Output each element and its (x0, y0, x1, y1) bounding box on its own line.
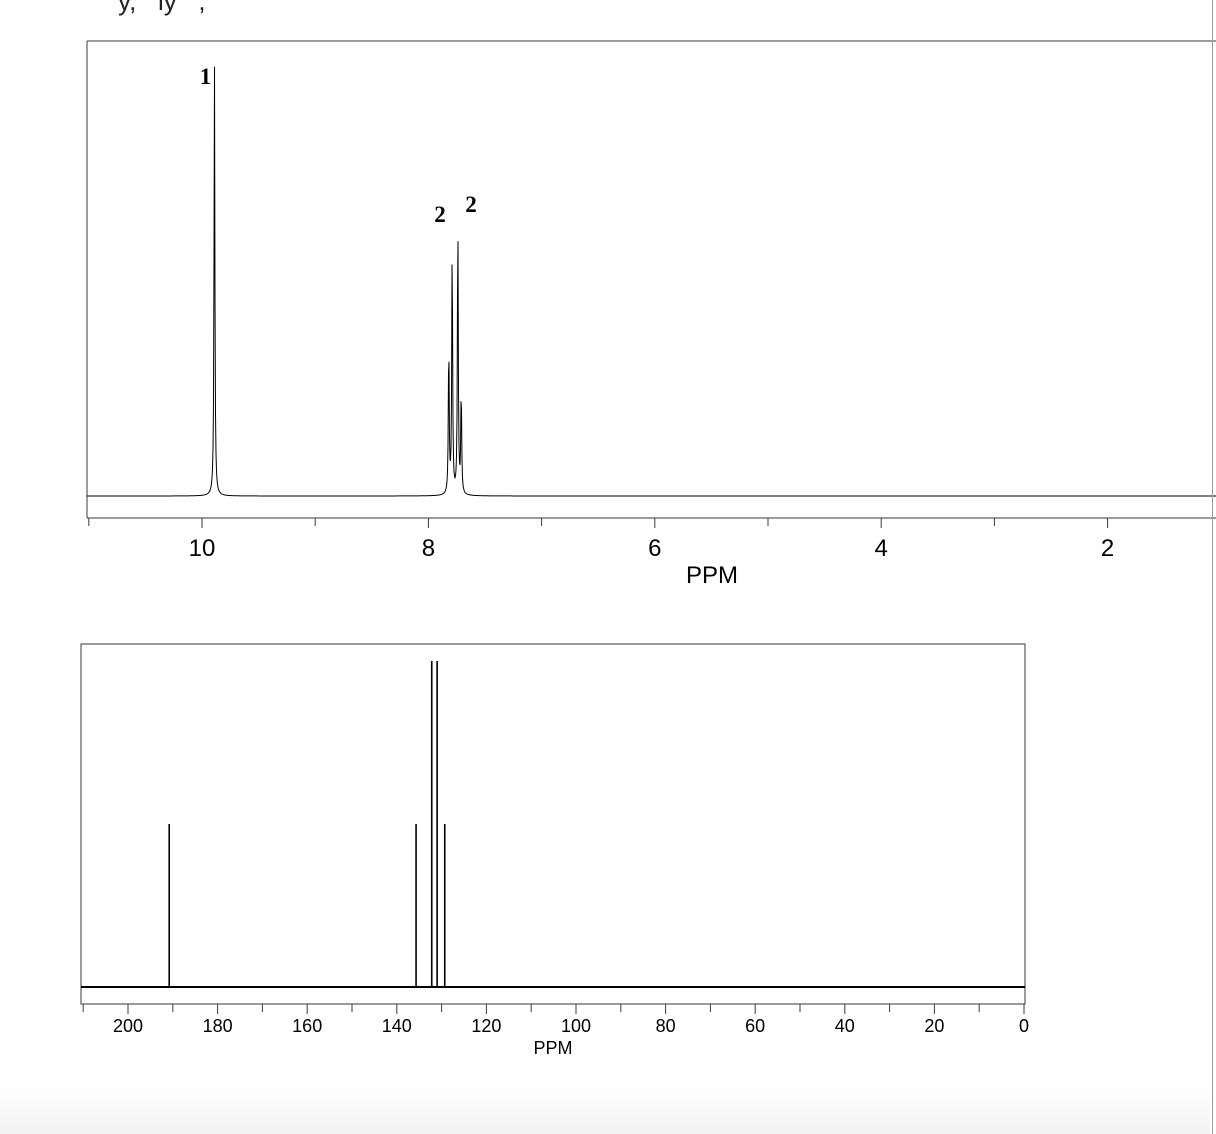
x-tick-label: 40 (835, 1016, 855, 1036)
x-tick-label: 10 (189, 535, 216, 562)
integration-label: 2 (434, 202, 446, 227)
x-tick-label: 200 (113, 1016, 143, 1036)
x-tick-label: 2 (1101, 535, 1114, 562)
integration-label: 1 (200, 64, 212, 89)
header-fragment: y, ly , (118, 0, 206, 16)
x-tick-label: 4 (875, 535, 888, 562)
x-tick-label: 100 (561, 1016, 591, 1036)
proton-spectrum-trace (87, 66, 1216, 497)
x-tick-label: 120 (471, 1016, 501, 1036)
x-tick-label: 180 (203, 1016, 233, 1036)
x-tick-label: 160 (292, 1016, 322, 1036)
cropped-header-text: y, ly , (0, 0, 1216, 20)
plot-frame (80, 643, 1026, 1005)
x-axis-label: PPM (686, 562, 738, 589)
window-right-border (1212, 0, 1213, 1134)
bottom-fade (0, 1090, 1210, 1134)
x-tick-label: 8 (422, 535, 435, 562)
x-tick-label: 80 (656, 1016, 676, 1036)
x-tick-label: 60 (745, 1016, 765, 1036)
x-tick-label: 140 (382, 1016, 412, 1036)
integration-label: 2 (465, 192, 477, 217)
x-axis-label: PPM (533, 1038, 572, 1058)
x-tick-label: 20 (924, 1016, 944, 1036)
x-tick-label: 6 (648, 535, 661, 562)
x-tick-label: 0 (1019, 1016, 1029, 1036)
